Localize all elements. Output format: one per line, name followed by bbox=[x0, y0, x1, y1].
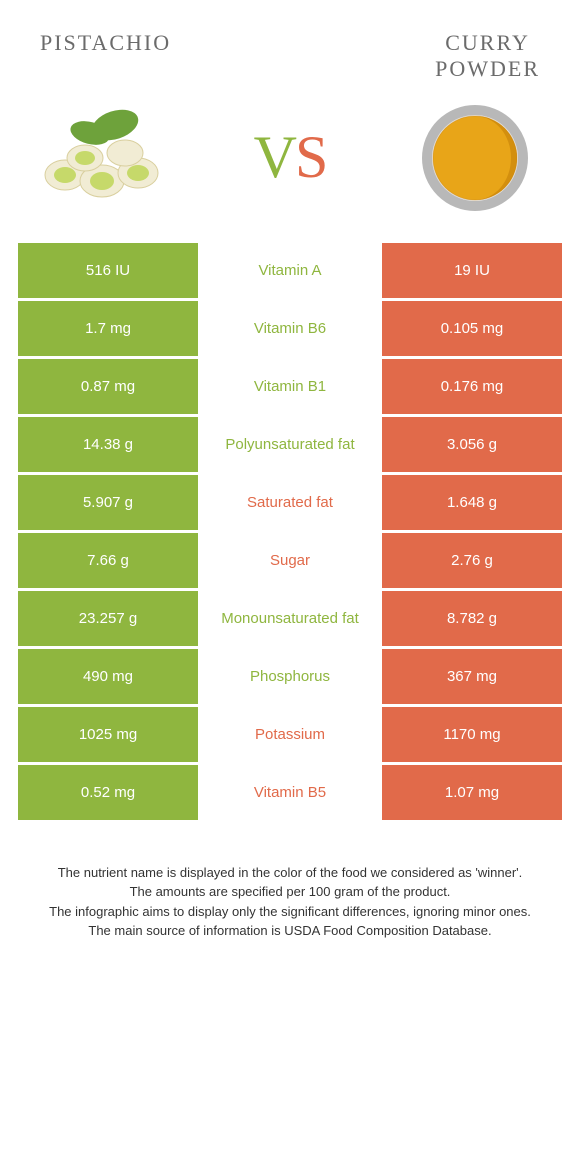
footer-line2: The amounts are specified per 100 gram o… bbox=[30, 882, 550, 902]
cell-left-value: 0.87 mg bbox=[18, 359, 198, 414]
footer-line1: The nutrient name is displayed in the co… bbox=[30, 863, 550, 883]
cell-right-value: 0.105 mg bbox=[382, 301, 562, 356]
cell-left-value: 0.52 mg bbox=[18, 765, 198, 820]
footer-line3: The infographic aims to display only the… bbox=[30, 902, 550, 922]
cell-nutrient-label: Sugar bbox=[198, 533, 382, 588]
vs-label: VS bbox=[254, 123, 327, 192]
cell-right-value: 8.782 g bbox=[382, 591, 562, 646]
cell-nutrient-label: Polyunsaturated fat bbox=[198, 417, 382, 472]
cell-right-value: 1.648 g bbox=[382, 475, 562, 530]
cell-nutrient-label: Saturated fat bbox=[198, 475, 382, 530]
table-row: 7.66 gSugar2.76 g bbox=[18, 533, 562, 588]
cell-left-value: 1025 mg bbox=[18, 707, 198, 762]
table-row: 1025 mgPotassium1170 mg bbox=[18, 707, 562, 762]
cell-nutrient-label: Phosphorus bbox=[198, 649, 382, 704]
title-right-line2: POWDER bbox=[435, 56, 540, 81]
title-left: PISTACHIO bbox=[40, 30, 171, 56]
table-row: 23.257 gMonounsaturated fat8.782 g bbox=[18, 591, 562, 646]
table-row: 5.907 gSaturated fat1.648 g bbox=[18, 475, 562, 530]
title-right-line1: CURRY bbox=[445, 30, 530, 55]
cell-left-value: 14.38 g bbox=[18, 417, 198, 472]
footer-line4: The main source of information is USDA F… bbox=[30, 921, 550, 941]
vs-v: V bbox=[254, 124, 295, 190]
cell-nutrient-label: Vitamin B1 bbox=[198, 359, 382, 414]
table-row: 0.87 mgVitamin B10.176 mg bbox=[18, 359, 562, 414]
cell-nutrient-label: Vitamin A bbox=[198, 243, 382, 298]
cell-left-value: 5.907 g bbox=[18, 475, 198, 530]
title-right: CURRY POWDER bbox=[435, 30, 540, 83]
cell-right-value: 0.176 mg bbox=[382, 359, 562, 414]
table-row: 516 IUVitamin A19 IU bbox=[18, 243, 562, 298]
cell-right-value: 2.76 g bbox=[382, 533, 562, 588]
table-row: 490 mgPhosphorus367 mg bbox=[18, 649, 562, 704]
cell-right-value: 1.07 mg bbox=[382, 765, 562, 820]
cell-left-value: 490 mg bbox=[18, 649, 198, 704]
cell-left-value: 7.66 g bbox=[18, 533, 198, 588]
curry-image bbox=[400, 103, 550, 213]
vs-s: S bbox=[295, 124, 326, 190]
header: PISTACHIO CURRY POWDER bbox=[0, 0, 580, 93]
cell-right-value: 367 mg bbox=[382, 649, 562, 704]
cell-left-value: 1.7 mg bbox=[18, 301, 198, 356]
comparison-table: 516 IUVitamin A19 IU1.7 mgVitamin B60.10… bbox=[0, 243, 580, 820]
cell-right-value: 3.056 g bbox=[382, 417, 562, 472]
cell-nutrient-label: Monounsaturated fat bbox=[198, 591, 382, 646]
vs-row: VS bbox=[0, 93, 580, 243]
cell-right-value: 1170 mg bbox=[382, 707, 562, 762]
table-row: 1.7 mgVitamin B60.105 mg bbox=[18, 301, 562, 356]
cell-nutrient-label: Vitamin B5 bbox=[198, 765, 382, 820]
footer-notes: The nutrient name is displayed in the co… bbox=[0, 823, 580, 971]
cell-nutrient-label: Vitamin B6 bbox=[198, 301, 382, 356]
cell-left-value: 23.257 g bbox=[18, 591, 198, 646]
pistachio-image bbox=[30, 103, 180, 213]
table-row: 0.52 mgVitamin B51.07 mg bbox=[18, 765, 562, 820]
cell-left-value: 516 IU bbox=[18, 243, 198, 298]
table-row: 14.38 gPolyunsaturated fat3.056 g bbox=[18, 417, 562, 472]
cell-right-value: 19 IU bbox=[382, 243, 562, 298]
cell-nutrient-label: Potassium bbox=[198, 707, 382, 762]
